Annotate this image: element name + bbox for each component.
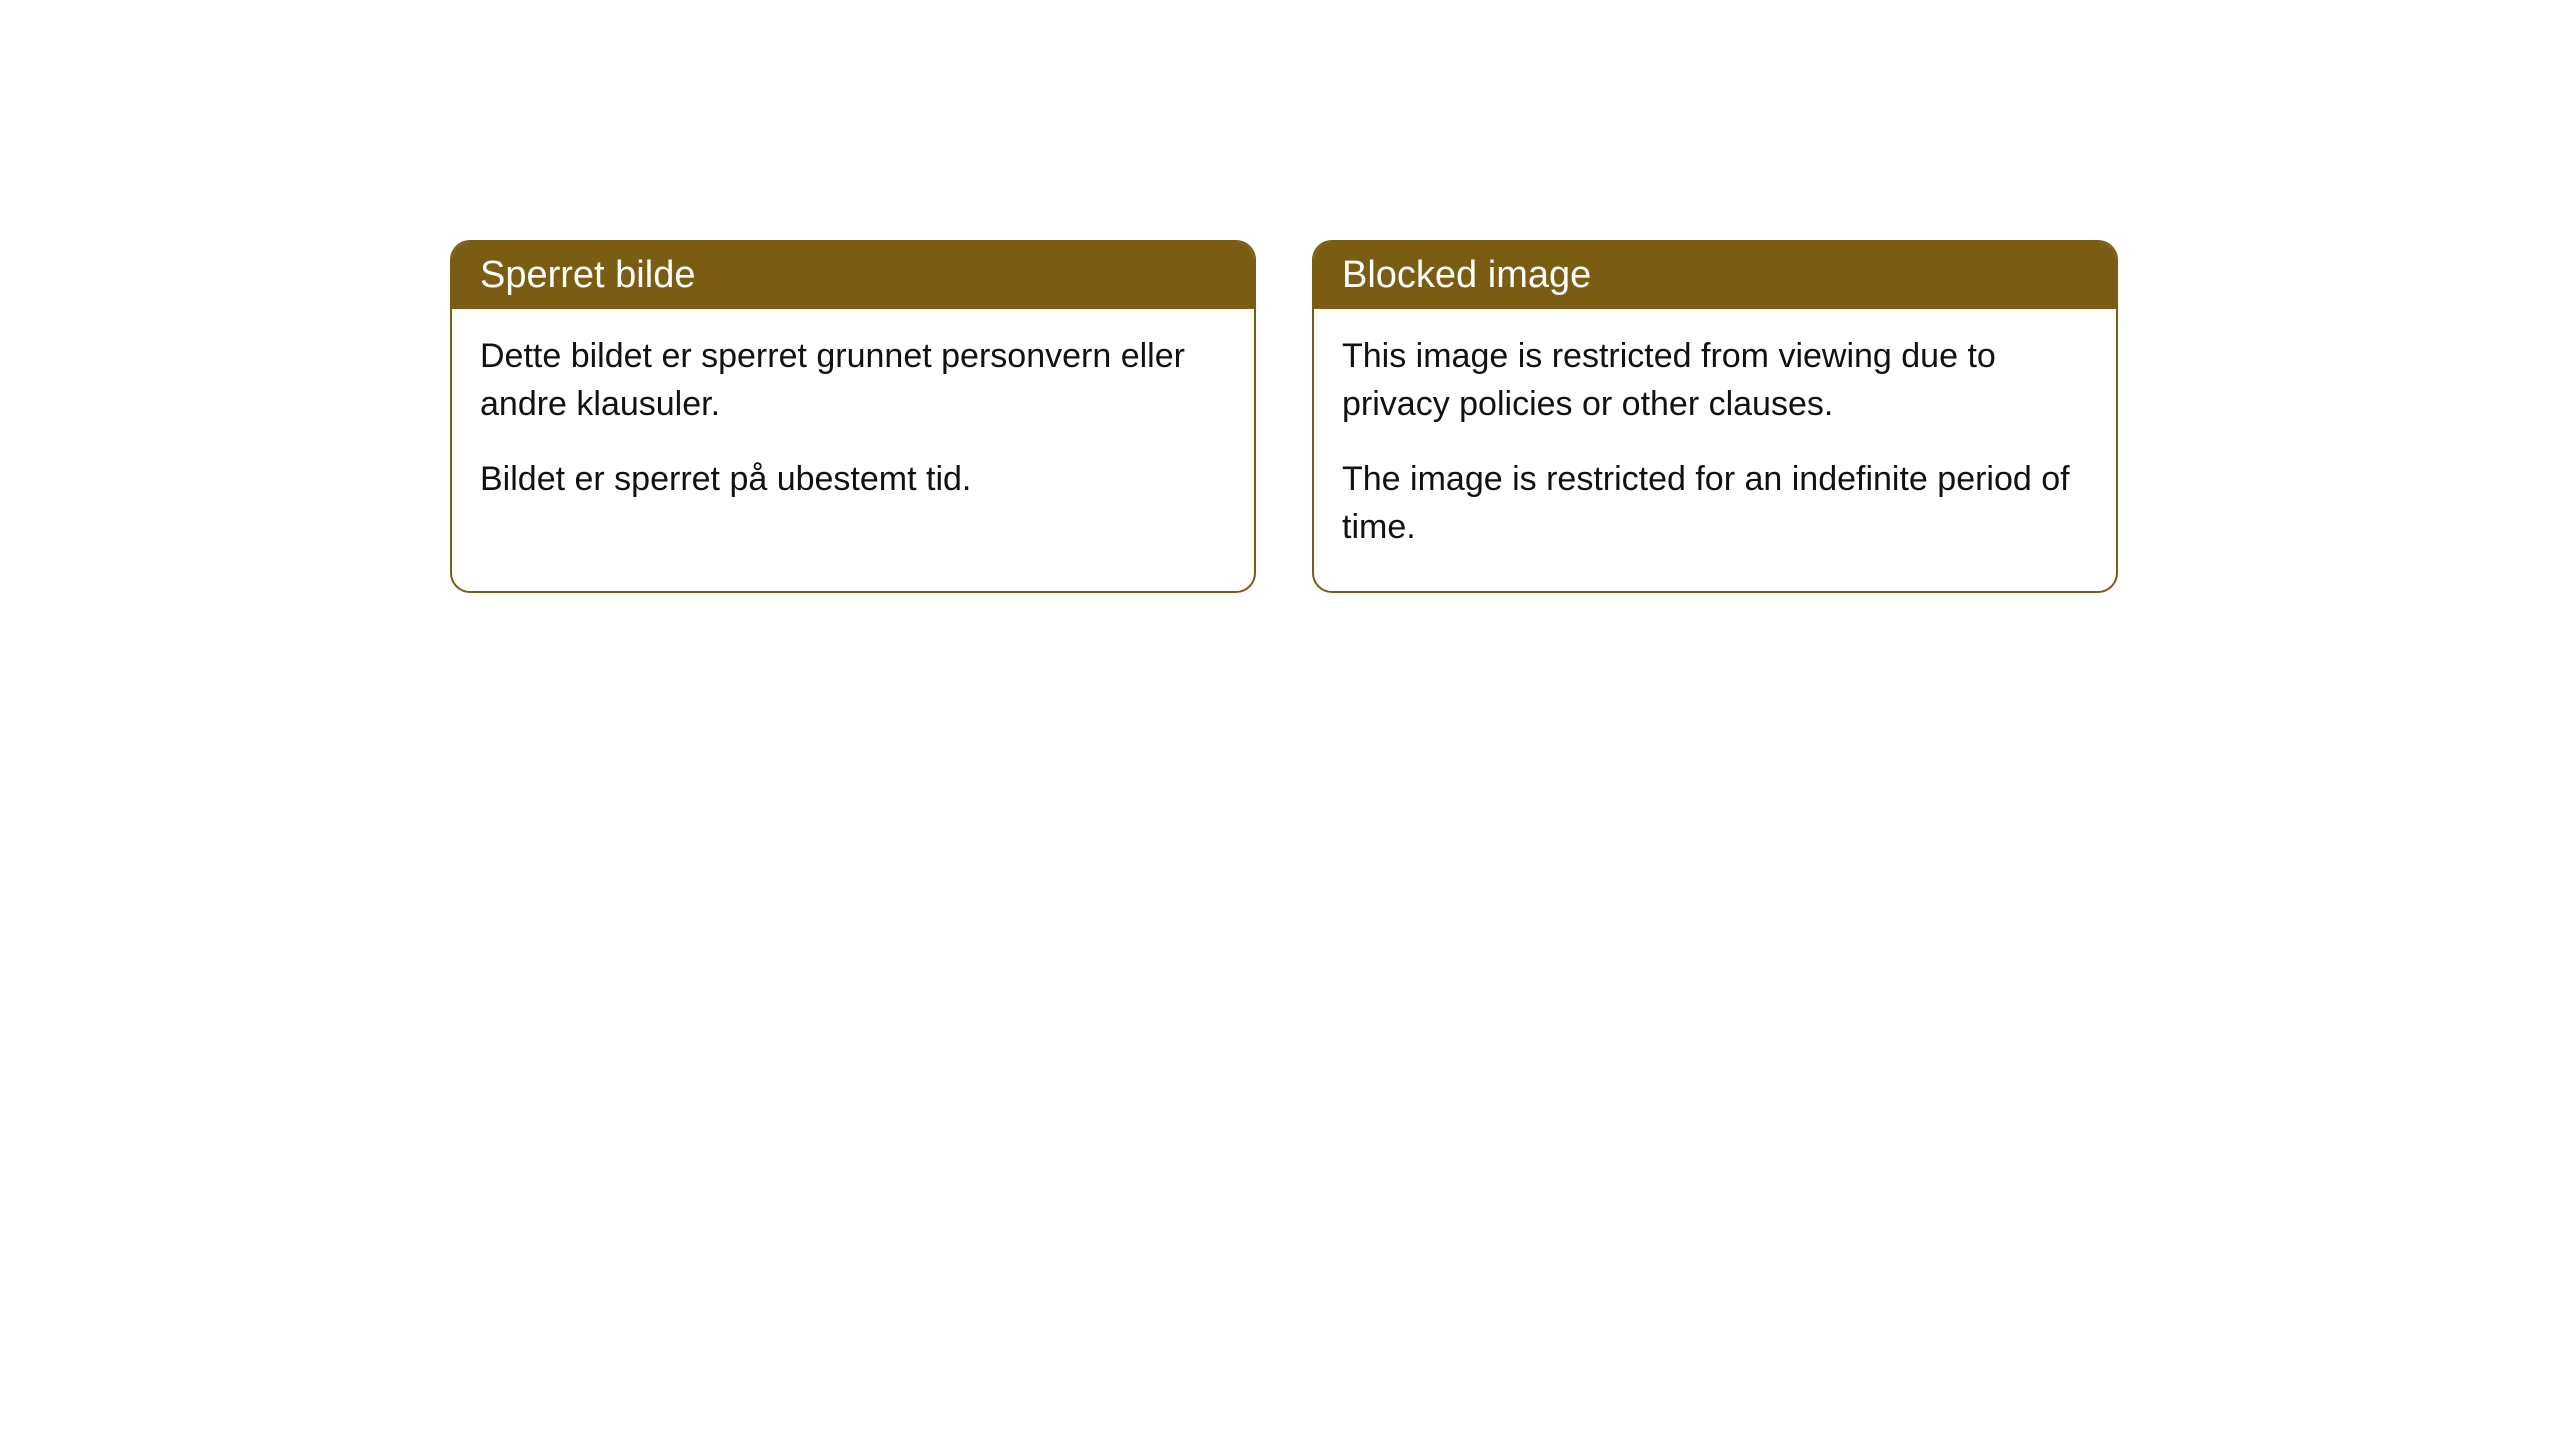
card-title: Blocked image: [1342, 254, 1591, 296]
blocked-image-card-norwegian: Sperret bilde Dette bildet er sperret gr…: [450, 240, 1256, 593]
blocked-image-card-english: Blocked image This image is restricted f…: [1312, 240, 2118, 593]
card-body: This image is restricted from viewing du…: [1314, 309, 2116, 591]
card-header: Sperret bilde: [452, 242, 1254, 309]
card-paragraph: Dette bildet er sperret grunnet personve…: [480, 333, 1226, 428]
card-paragraph: The image is restricted for an indefinit…: [1342, 456, 2088, 551]
card-container: Sperret bilde Dette bildet er sperret gr…: [0, 0, 2560, 593]
card-paragraph: Bildet er sperret på ubestemt tid.: [480, 456, 1226, 504]
card-body: Dette bildet er sperret grunnet personve…: [452, 309, 1254, 544]
card-title: Sperret bilde: [480, 254, 695, 296]
card-header: Blocked image: [1314, 242, 2116, 309]
card-paragraph: This image is restricted from viewing du…: [1342, 333, 2088, 428]
